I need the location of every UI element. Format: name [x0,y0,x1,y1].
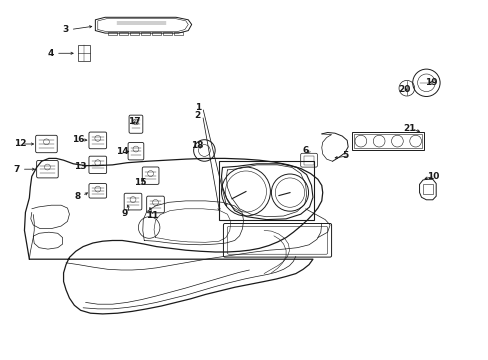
Bar [162,32,172,35]
Text: 14: 14 [116,148,129,156]
Text: 2: 2 [194,111,201,120]
Bar [351,132,424,150]
Bar [129,32,139,35]
Text: 7: 7 [14,165,20,174]
Text: 11: 11 [145,211,158,220]
Text: 17: 17 [128,117,141,126]
Bar [119,32,128,35]
Bar [218,161,314,220]
Text: 15: 15 [134,178,147,187]
Text: 5: 5 [342,151,348,160]
Text: 19: 19 [425,77,437,86]
Text: 12: 12 [14,139,26,148]
Bar [141,32,150,35]
Text: 18: 18 [190,141,203,150]
Text: 8: 8 [74,192,81,201]
Text: 13: 13 [74,162,87,171]
Text: 21: 21 [403,124,415,133]
Text: 20: 20 [398,85,410,94]
Bar [353,134,422,148]
Text: 16: 16 [72,135,85,144]
Bar [303,156,314,165]
Bar [422,184,432,194]
Text: 6: 6 [302,146,308,155]
Bar [78,45,90,61]
Text: 9: 9 [121,208,127,217]
Text: 1: 1 [194,103,201,112]
Bar [173,32,183,35]
Bar [107,32,117,35]
Bar [151,32,161,35]
Text: 10: 10 [426,172,438,181]
Text: 4: 4 [48,49,54,58]
Text: 3: 3 [62,25,69,34]
